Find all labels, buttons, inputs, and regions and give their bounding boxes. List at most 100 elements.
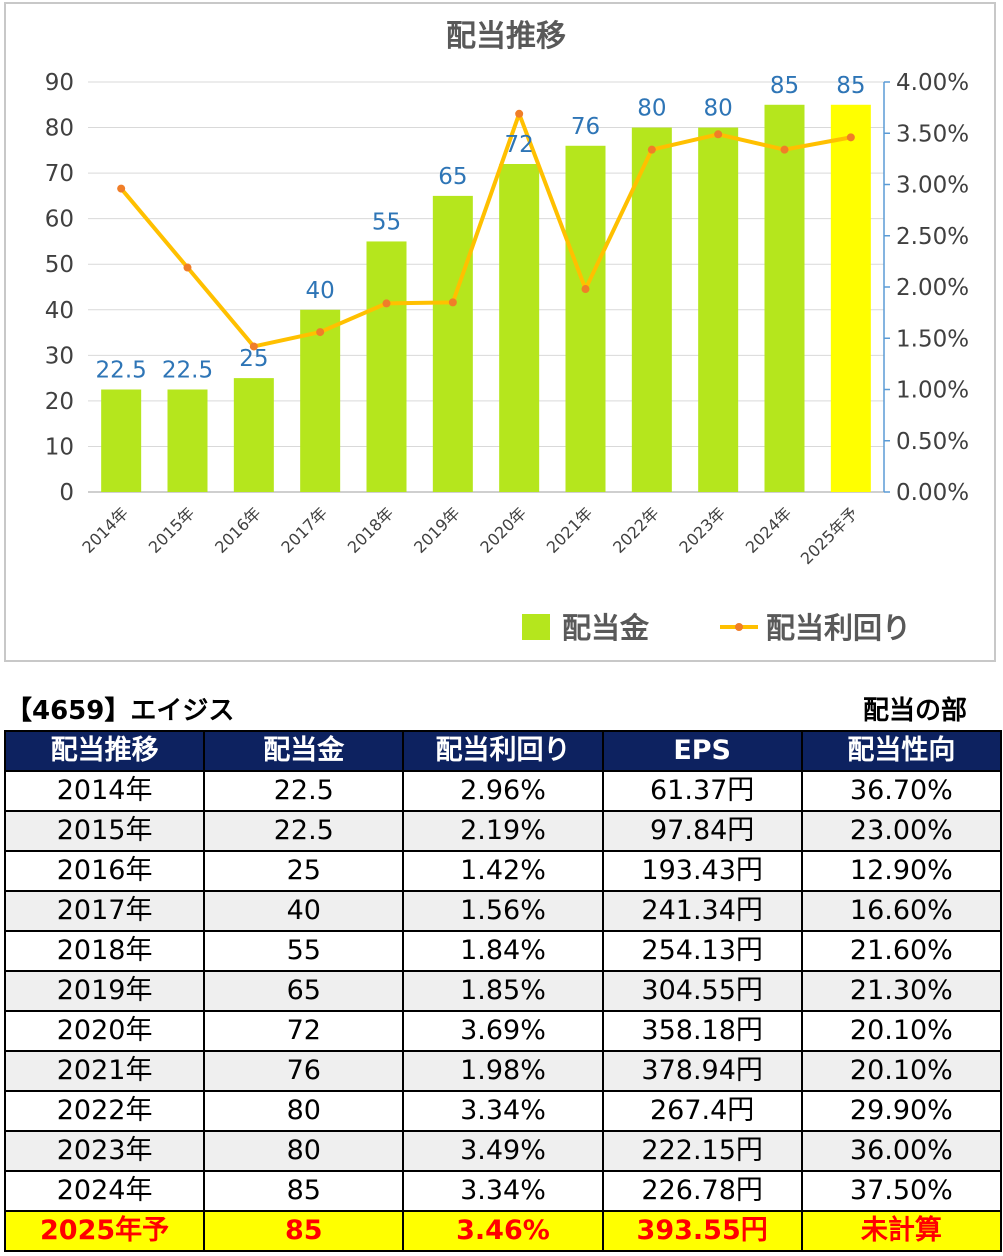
payout-cell: 未計算 [800, 1210, 1003, 1252]
dividend-cell: 65 [203, 970, 405, 1012]
y2-tick-label: 4.00% [896, 70, 969, 96]
x-tick-label: 2015年 [145, 503, 199, 557]
y2-tick-label: 0.50% [896, 429, 969, 455]
dividend-cell: 85 [203, 1170, 405, 1212]
table-row: 2016年 25 1.42% 193.43円 12.90% [3, 850, 1003, 892]
header-cell-period: 配当推移 [3, 730, 206, 772]
bar-2020年 [499, 164, 540, 492]
y-tick-label: 10 [45, 434, 74, 460]
yield-cell: 3.46% [402, 1210, 604, 1252]
section-title: 配当の部 [862, 696, 967, 726]
period-cell: 2019年 [3, 970, 206, 1012]
x-tick-label: 2023年 [675, 503, 729, 557]
dividend-cell: 80 [203, 1130, 405, 1172]
header-cell-eps: EPS [601, 730, 803, 772]
x-tick-label: 2025年予 [797, 503, 862, 568]
bar-2014年 [101, 389, 142, 492]
chart-title: 配当推移 [446, 19, 566, 54]
chart-container: 配当推移 0 10 20 30 40 50 60 70 80 90 0.00% 0.50% 1.00% 1.… [4, 2, 996, 662]
eps-cell: 358.18円 [601, 1010, 803, 1052]
dividend-table: 配当推移 配当金 配当利回り EPS 配当性向 2014年 22.5 2.96% 61… [3, 730, 1003, 1252]
dividend-cell: 55 [203, 930, 405, 972]
y-tick-label: 0 [59, 480, 74, 506]
bar-2024年 [764, 104, 805, 493]
table-row-forecast: 2025年予 85 3.46% 393.55円 未計算 [3, 1210, 1003, 1252]
payout-cell: 37.50% [800, 1170, 1003, 1212]
yield-point [846, 133, 855, 142]
period-cell: 2024年 [3, 1170, 206, 1212]
yield-point [780, 145, 789, 154]
eps-cell: 97.84円 [601, 810, 803, 852]
eps-cell: 304.55円 [601, 970, 803, 1012]
yield-cell: 2.96% [402, 770, 604, 812]
y2-tick-label: 3.50% [896, 121, 969, 147]
y2-tick-label: 1.00% [896, 378, 969, 404]
y-tick-label: 40 [45, 298, 74, 324]
yield-point [249, 342, 258, 351]
table-header-row: 配当推移 配当金 配当利回り EPS 配当性向 [3, 730, 1003, 772]
table-row: 2019年 65 1.85% 304.55円 21.30% [3, 970, 1003, 1012]
legend-line-marker [735, 623, 743, 631]
payout-cell: 23.00% [800, 810, 1003, 852]
eps-cell: 193.43円 [601, 850, 803, 892]
y-tick-label: 60 [45, 207, 74, 233]
bar-2022年 [631, 127, 672, 493]
payout-cell: 29.90% [800, 1090, 1003, 1132]
x-tick-label: 2016年 [211, 503, 265, 557]
legend-label-yield: 配当利回り [766, 611, 911, 645]
bar-data-label: 22.5 [162, 358, 213, 384]
y-tick-label: 30 [45, 343, 74, 369]
x-tick-label: 2018年 [344, 503, 398, 557]
bar-2023年 [698, 127, 739, 493]
y-tick-label: 90 [45, 70, 74, 96]
y2-tick-label: 0.00% [896, 480, 969, 506]
yield-point [714, 130, 723, 139]
bar-data-label: 80 [704, 96, 733, 122]
header-cell-payout: 配当性向 [800, 730, 1003, 772]
period-cell: 2020年 [3, 1010, 206, 1052]
bar-data-label: 55 [372, 209, 401, 235]
period-cell: 2023年 [3, 1130, 206, 1172]
payout-cell: 21.60% [800, 930, 1003, 972]
period-cell: 2022年 [3, 1090, 206, 1132]
table-row: 2023年 80 3.49% 222.15円 36.00% [3, 1130, 1003, 1172]
payout-cell: 20.10% [800, 1010, 1003, 1052]
bar-2025年予 [830, 104, 871, 493]
eps-cell: 241.34円 [601, 890, 803, 932]
dividend-cell: 22.5 [203, 770, 405, 812]
table-row: 2021年 76 1.98% 378.94円 20.10% [3, 1050, 1003, 1092]
bar-2018年 [366, 241, 407, 492]
bar-data-label: 72 [505, 132, 534, 158]
payout-cell: 12.90% [800, 850, 1003, 892]
dividend-cell: 76 [203, 1050, 405, 1092]
yield-point [382, 299, 391, 308]
legend-bar-swatch [522, 614, 550, 640]
eps-cell: 267.4円 [601, 1090, 803, 1132]
y-tick-label: 70 [45, 161, 74, 187]
header-cell-dividend: 配当金 [203, 730, 405, 772]
x-tick-label: 2020年 [476, 503, 530, 557]
bar-data-label: 22.5 [96, 358, 147, 384]
period-cell: 2025年予 [3, 1210, 206, 1252]
header-cell-yield: 配当利回り [402, 730, 604, 772]
y2-tick-label: 1.50% [896, 326, 969, 352]
period-cell: 2016年 [3, 850, 206, 892]
dividend-chart: 配当推移 0 10 20 30 40 50 60 70 80 90 0.00% 0.50% 1.00% 1.… [45, 19, 969, 645]
period-cell: 2018年 [3, 930, 206, 972]
payout-cell: 16.60% [800, 890, 1003, 932]
yield-cell: 1.98% [402, 1050, 604, 1092]
x-tick-label: 2022年 [609, 503, 663, 557]
yield-point [581, 285, 590, 294]
dividend-cell: 22.5 [203, 810, 405, 852]
table-row: 2020年 72 3.69% 358.18円 20.10% [3, 1010, 1003, 1052]
yield-point [448, 298, 457, 307]
bar-2015年 [167, 389, 208, 492]
bar-2021年 [565, 145, 606, 492]
y2-tick-label: 2.00% [896, 275, 969, 301]
table-row: 2018年 55 1.84% 254.13円 21.60% [3, 930, 1003, 972]
y-tick-label: 50 [45, 252, 74, 278]
y-tick-label: 20 [45, 389, 74, 415]
x-tick-label: 2019年 [410, 503, 464, 557]
eps-cell: 226.78円 [601, 1170, 803, 1212]
dividend-cell: 40 [203, 890, 405, 932]
